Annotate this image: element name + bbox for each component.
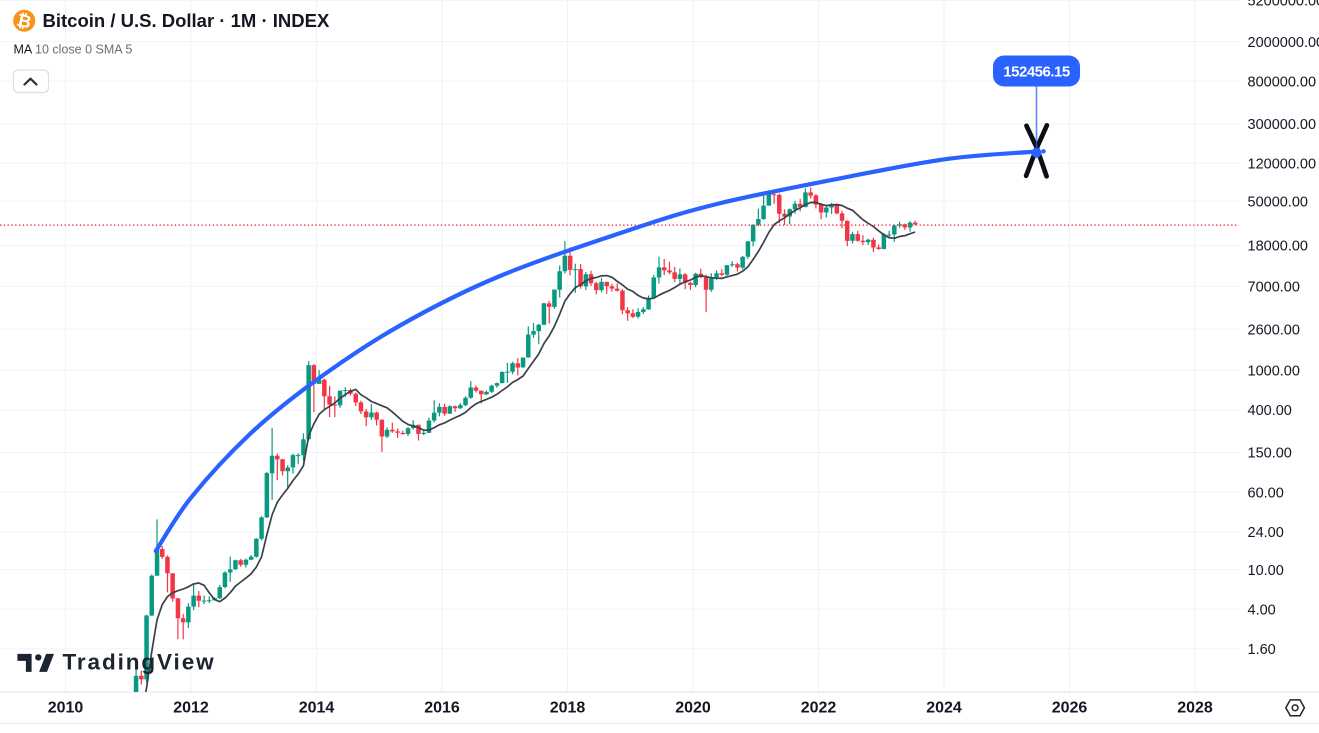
svg-text:2028: 2028 — [1177, 700, 1213, 717]
svg-text:1000.00: 1000.00 — [1248, 364, 1300, 380]
svg-text:2000000.00: 2000000.00 — [1248, 35, 1319, 51]
svg-text:400.00: 400.00 — [1248, 403, 1292, 419]
svg-text:7000.00: 7000.00 — [1248, 279, 1300, 295]
svg-text:2022: 2022 — [801, 700, 837, 717]
svg-text:2018: 2018 — [550, 700, 586, 717]
svg-text:120000.00: 120000.00 — [1248, 157, 1317, 173]
svg-text:60.00: 60.00 — [1248, 485, 1284, 501]
svg-text:1.60: 1.60 — [1248, 642, 1276, 658]
svg-text:MA 10 close 0 SMA 5: MA 10 close 0 SMA 5 — [14, 43, 133, 57]
svg-text:18000.00: 18000.00 — [1248, 239, 1308, 255]
svg-text:2016: 2016 — [424, 700, 460, 717]
svg-text:50000.00: 50000.00 — [1248, 194, 1308, 210]
svg-text:2026: 2026 — [1052, 700, 1088, 717]
svg-text:5200000.00: 5200000.00 — [1248, 0, 1319, 10]
svg-text:2014: 2014 — [299, 700, 335, 717]
svg-text:24.00: 24.00 — [1248, 525, 1284, 541]
svg-text:300000.00: 300000.00 — [1248, 117, 1317, 133]
svg-text:152456.15: 152456.15 — [1003, 64, 1070, 81]
svg-text:10.00: 10.00 — [1248, 563, 1284, 579]
svg-text:4.00: 4.00 — [1248, 602, 1276, 618]
svg-text:150.00: 150.00 — [1248, 446, 1292, 462]
svg-text:2600.00: 2600.00 — [1248, 322, 1300, 338]
svg-text:2010: 2010 — [48, 700, 84, 717]
svg-text:TradingView: TradingView — [63, 650, 216, 675]
svg-text:Bitcoin / U.S. Dollar · 1M · I: Bitcoin / U.S. Dollar · 1M · INDEX — [43, 10, 330, 31]
svg-text:2020: 2020 — [675, 700, 711, 717]
svg-text:2012: 2012 — [173, 700, 209, 717]
svg-text:2024: 2024 — [926, 700, 962, 717]
svg-text:800000.00: 800000.00 — [1248, 75, 1317, 91]
